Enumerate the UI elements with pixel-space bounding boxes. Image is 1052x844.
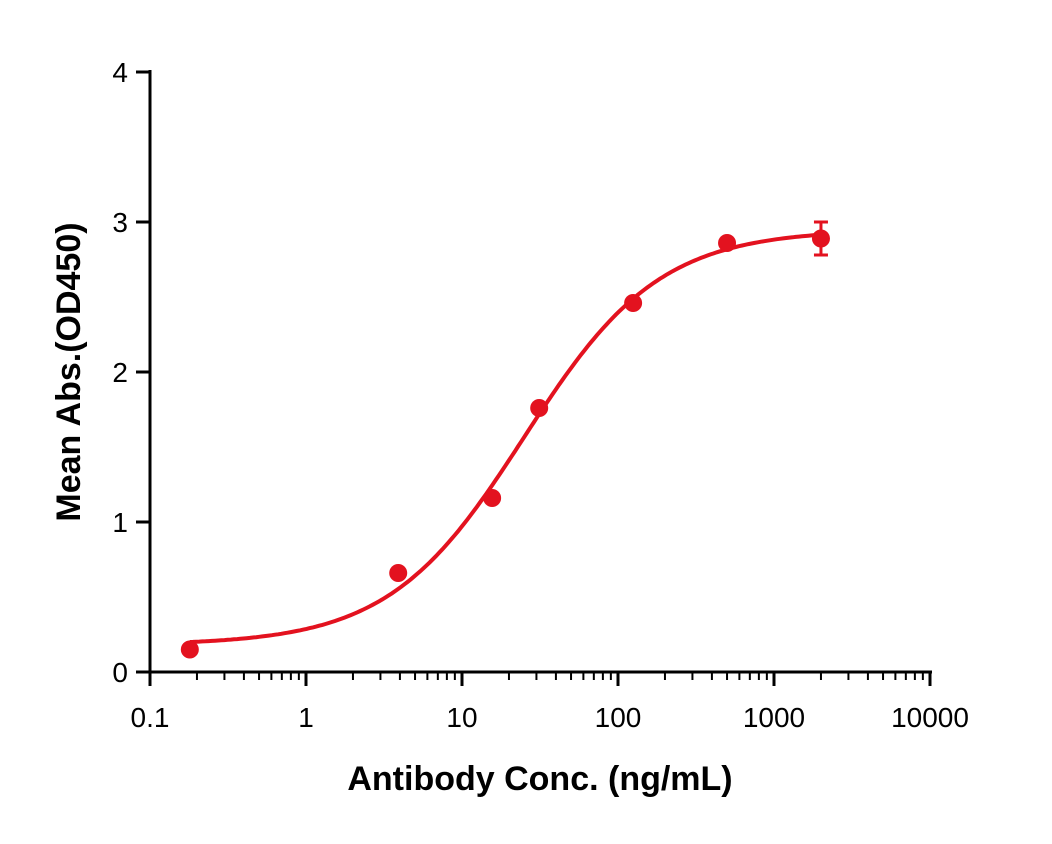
x-tick-label: 10000 [891, 702, 969, 733]
data-point [389, 564, 408, 582]
data-point [811, 229, 830, 248]
data-point [530, 399, 549, 417]
x-tick-label: 10 [446, 702, 477, 733]
axes: 0.1 1 10 100 1000 10000 0 1 2 3 4 [112, 57, 969, 733]
x-tick-label: 1 [298, 702, 314, 733]
fit-curve [189, 232, 822, 644]
y-axis-title: Mean Abs.(OD450) [50, 222, 88, 521]
y-tick-label: 1 [112, 507, 128, 538]
data-points [180, 220, 830, 659]
x-tick-label: 1000 [743, 702, 805, 733]
y-tick-label: 2 [112, 357, 128, 388]
data-point [483, 489, 502, 507]
x-tick-label: 0.1 [131, 702, 170, 733]
data-point [718, 234, 737, 252]
y-tick-label: 4 [112, 57, 128, 88]
x-axis-title: Antibody Conc. (ng/mL) [347, 760, 732, 798]
y-tick-label: 3 [112, 207, 128, 238]
data-point [624, 294, 643, 312]
data-point [180, 640, 199, 659]
y-tick-label: 0 [112, 657, 128, 688]
x-tick-label: 100 [595, 702, 642, 733]
